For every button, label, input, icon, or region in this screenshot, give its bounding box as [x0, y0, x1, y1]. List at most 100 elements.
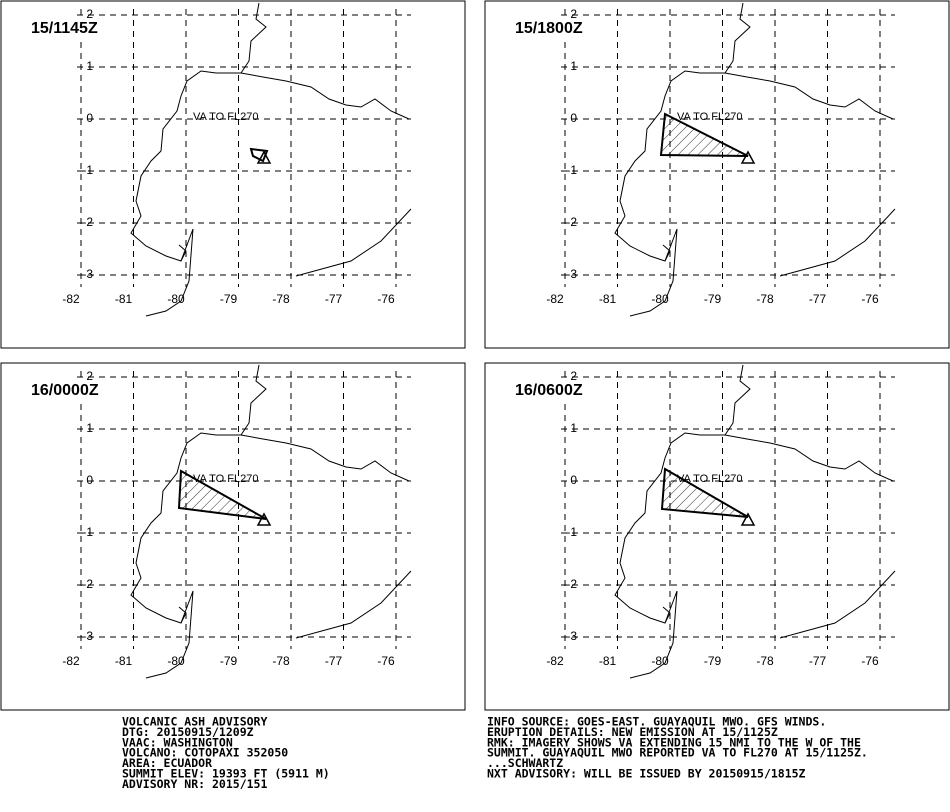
advisory-line: ERUPTION DETAILS: NEW EMISSION AT 15/112… [487, 725, 778, 739]
ash-annotation: VA TO FL270 [193, 111, 258, 123]
time-label-bg [29, 382, 109, 400]
advisory-line: NXT ADVISORY: WILL BE ISSUED BY 20150915… [487, 767, 806, 781]
coastline [145, 590, 194, 679]
ash-annotation: VA TO FL270 [677, 111, 742, 123]
lat-label: -2 [566, 215, 577, 229]
lon-label: -79 [704, 654, 722, 668]
lat-label: -1 [82, 163, 93, 177]
ash-annotation: VA TO FL270 [193, 473, 258, 485]
lat-label: 0 [570, 111, 577, 125]
ash-area [249, 147, 269, 163]
volcano-symbol [740, 150, 756, 164]
coastline [779, 208, 896, 277]
lon-label: -77 [809, 292, 827, 306]
coastline [614, 364, 751, 624]
lon-label: -81 [115, 292, 133, 306]
lat-label: 2 [570, 7, 577, 21]
coastline [145, 228, 194, 317]
advisory-line: DTG: 20150915/1209Z [122, 725, 254, 739]
lon-label: -82 [62, 654, 80, 668]
coastline [295, 570, 412, 639]
lat-label: -3 [82, 629, 93, 643]
lat-label: 0 [86, 473, 93, 487]
valid-time: 16/0600Z [515, 382, 583, 399]
map-panel: -82 -81 -80 -79 -78 -77 -76 2 1 0 -1 -2 -3 15/1145Z VA… [0, 0, 466, 349]
time-label-bg [29, 20, 109, 38]
lat-label: -1 [82, 525, 93, 539]
lon-label: -76 [377, 654, 395, 668]
lon-label: -78 [272, 654, 290, 668]
lat-label: -3 [566, 629, 577, 643]
volcano-symbol [256, 512, 272, 526]
lat-label: 1 [86, 59, 93, 73]
coastline [130, 2, 267, 262]
lat-label: 1 [86, 421, 93, 435]
lon-label: -82 [546, 292, 564, 306]
lon-label: -80 [167, 292, 185, 306]
lat-label: 2 [86, 369, 93, 383]
lat-label: 1 [570, 59, 577, 73]
lon-label: -78 [756, 654, 774, 668]
coastline [614, 2, 751, 262]
valid-time: 16/0000Z [31, 382, 99, 399]
advisory-line: VAAC: WASHINGTON [122, 735, 233, 749]
ash-area [660, 467, 749, 518]
lat-label: -1 [566, 525, 577, 539]
advisory-line: RMK: IMAGERY SHOWS VA EXTENDING 15 NMI T… [487, 735, 861, 749]
advisory-line: VOLCANO: COTOPAXI 352050 [122, 746, 288, 760]
lon-label: -82 [546, 654, 564, 668]
lat-label: 1 [570, 421, 577, 435]
lon-label: -80 [651, 654, 669, 668]
lon-label: -78 [272, 292, 290, 306]
coastline [629, 228, 678, 317]
lat-label: -2 [82, 577, 93, 591]
lon-label: -78 [756, 292, 774, 306]
lon-label: -80 [651, 292, 669, 306]
lat-label: 2 [570, 369, 577, 383]
coastline [724, 72, 894, 120]
lon-label: -81 [599, 292, 617, 306]
advisory-line: SUMMIT. GUAYAQUIL MWO REPORTED VA TO FL2… [487, 746, 868, 760]
valid-time: 15/1800Z [515, 20, 583, 37]
lon-label: -79 [220, 654, 238, 668]
lat-label: -2 [82, 215, 93, 229]
valid-time: 15/1145Z [31, 20, 98, 37]
lon-label: -82 [62, 292, 80, 306]
coastline [779, 570, 896, 639]
lat-label: -3 [566, 267, 577, 281]
advisory-line: ADVISORY NR: 2015/151 [122, 777, 267, 791]
lon-label: -80 [167, 654, 185, 668]
lat-label: 0 [570, 473, 577, 487]
map-panel: -82 -81 -80 -79 -78 -77 -76 2 1 0 -1 -2 -3 16/0600Z VA… [484, 362, 950, 711]
panel-frame [484, 0, 950, 349]
lon-label: -81 [599, 654, 617, 668]
lon-label: -81 [115, 654, 133, 668]
ash-annotation: VA TO FL270 [677, 473, 742, 485]
ash-area [177, 469, 267, 520]
coastline [130, 364, 267, 624]
lon-label: -76 [861, 292, 879, 306]
map-panel: -82 -81 -80 -79 -78 -77 -76 2 1 0 -1 -2 -3 16/0000Z VA… [0, 362, 466, 711]
lon-label: -77 [325, 654, 343, 668]
lat-label: -2 [566, 577, 577, 591]
advisory-line: VOLCANIC ASH ADVISORY [122, 715, 267, 729]
panel-frame [484, 362, 950, 711]
lon-label: -79 [220, 292, 238, 306]
lat-label: 0 [86, 111, 93, 125]
panel-frame [0, 362, 466, 711]
ash-area [659, 112, 749, 157]
lat-label: -1 [566, 163, 577, 177]
lon-label: -77 [325, 292, 343, 306]
time-label-bg [513, 382, 593, 400]
lon-label: -79 [704, 292, 722, 306]
advisory-line: INFO SOURCE: GOES-EAST. GUAYAQUIL MWO. G… [487, 715, 826, 729]
lon-label: -77 [809, 654, 827, 668]
advisory-line: ...SCHWARTZ [487, 756, 563, 770]
coastline [240, 434, 410, 482]
panel-frame [0, 0, 466, 349]
lat-label: -3 [82, 267, 93, 281]
coastline [240, 72, 410, 120]
volcano-symbol [256, 150, 272, 164]
volcano-symbol [740, 512, 756, 526]
